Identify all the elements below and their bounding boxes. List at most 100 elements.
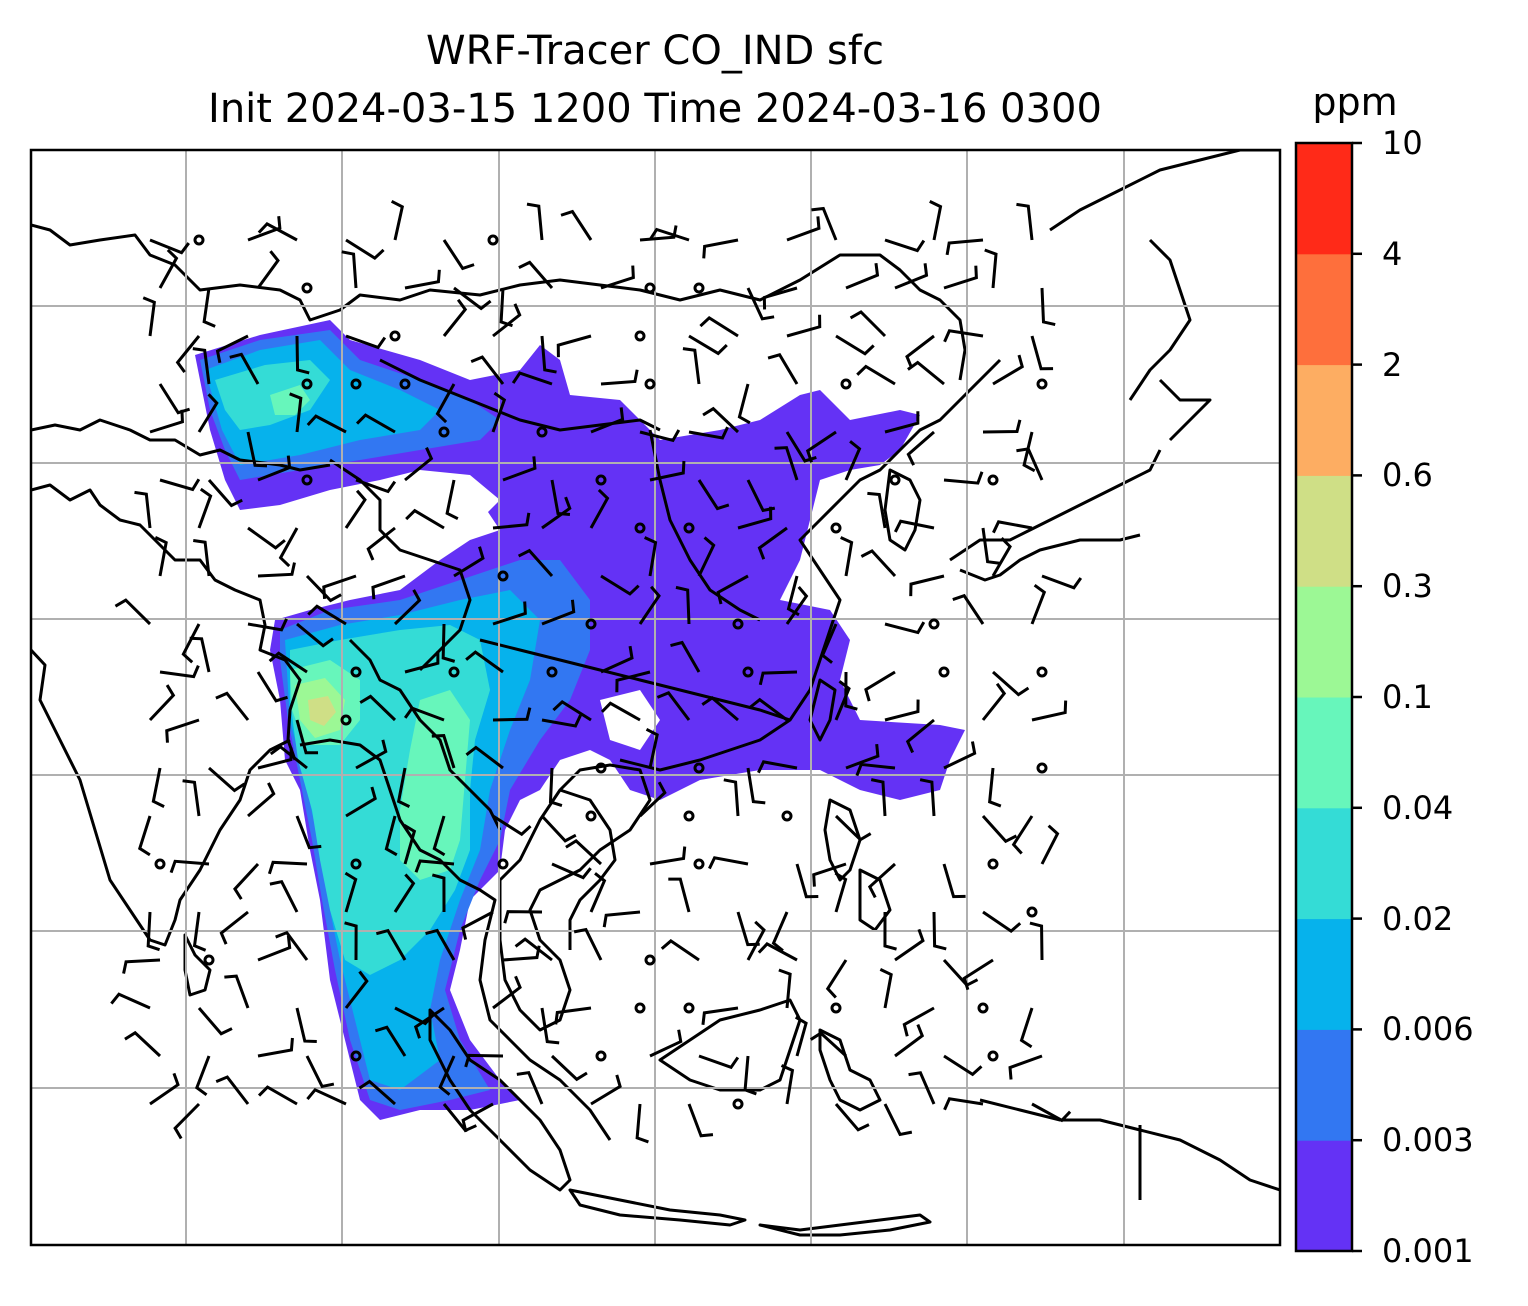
- wind-barb: [393, 589, 422, 626]
- calm-wind-marker: [350, 858, 362, 870]
- wind-barb: [600, 701, 641, 722]
- calm-wind-marker: [977, 1002, 989, 1014]
- wind-barb: [905, 718, 935, 754]
- calm-wind-marker: [1036, 378, 1048, 390]
- calm-wind-marker: [683, 1002, 695, 1014]
- colorbar-tick-label: 0.6: [1382, 456, 1433, 495]
- wind-barb: [809, 1031, 848, 1058]
- wind-barb: [883, 911, 897, 951]
- wind-barb: [589, 872, 607, 913]
- wind-barb: [306, 1087, 347, 1106]
- wind-barb: [849, 310, 887, 338]
- wind-barb: [355, 478, 397, 494]
- wind-barb: [359, 694, 397, 722]
- wind-barb: [982, 910, 1022, 933]
- calm-wind-marker: [546, 666, 558, 678]
- wind-barb: [1041, 574, 1083, 590]
- wind-barb: [269, 879, 299, 913]
- wind-barb: [393, 873, 416, 913]
- wind-barb: [470, 355, 505, 385]
- wind-barb: [257, 935, 292, 962]
- wind-barb: [192, 347, 211, 385]
- colorbar: [1296, 143, 1352, 1252]
- calm-wind-marker: [301, 282, 313, 294]
- wind-barb: [981, 527, 1000, 565]
- wind-barb: [615, 670, 651, 693]
- wind-barb: [573, 927, 603, 961]
- wind-barb: [431, 734, 456, 769]
- wind-barb: [247, 526, 286, 550]
- wind-barb: [736, 911, 760, 947]
- wind-barb: [682, 347, 701, 385]
- wind-barb: [820, 623, 838, 664]
- calm-wind-marker: [987, 474, 999, 486]
- wind-barb: [785, 431, 817, 463]
- wind-barb: [541, 599, 576, 626]
- wind-barb: [492, 707, 532, 722]
- wind-barb: [541, 714, 582, 728]
- wind-barb: [358, 1079, 396, 1106]
- wind-barb: [942, 863, 966, 899]
- calm-wind-marker: [732, 1098, 744, 1110]
- wind-barb: [159, 665, 200, 679]
- wind-barb: [645, 727, 659, 769]
- calm-wind-marker: [840, 378, 852, 390]
- wind-barb: [492, 512, 531, 530]
- wind-barb: [834, 680, 851, 721]
- calm-wind-marker: [350, 1050, 362, 1062]
- calm-wind-marker: [389, 330, 401, 342]
- wind-barb: [345, 334, 387, 350]
- wind-barb: [247, 216, 282, 242]
- wind-barb: [908, 1071, 936, 1105]
- wind-barb: [511, 371, 553, 386]
- wind-barb: [638, 781, 667, 818]
- wind-barb: [552, 700, 592, 722]
- wind-barb: [413, 1006, 445, 1039]
- calm-wind-marker: [732, 618, 744, 630]
- colorbar-tick-label: 0.04: [1382, 788, 1454, 827]
- wind-barb: [195, 1055, 211, 1097]
- colorbar-segment: [1296, 807, 1352, 920]
- wind-barb: [514, 937, 553, 962]
- calm-wind-marker: [350, 378, 362, 390]
- wind-barb: [110, 992, 151, 1010]
- wind-barb: [256, 671, 288, 703]
- calm-wind-marker: [497, 858, 509, 870]
- wind-barb: [461, 910, 494, 940]
- wind-barb: [554, 1006, 592, 1025]
- map-title-line1: WRF-Tracer CO_IND sfc: [426, 28, 884, 74]
- wind-barb: [894, 263, 929, 290]
- wind-barb: [256, 250, 280, 289]
- calm-wind-marker: [938, 666, 950, 678]
- wind-barb: [867, 491, 887, 529]
- calm-wind-marker: [830, 1002, 842, 1014]
- wind-barb: [295, 815, 322, 850]
- wind-barb: [257, 562, 296, 578]
- colorbar-tick-label: 10: [1382, 124, 1423, 162]
- wind-barb: [907, 360, 945, 386]
- wind-barb: [431, 873, 446, 913]
- wind-barb: [909, 574, 945, 597]
- wind-barb: [767, 353, 799, 385]
- wind-barb: [943, 1097, 984, 1111]
- wind-barb: [660, 939, 700, 962]
- wind-barb: [780, 1064, 795, 1105]
- wind-barb: [600, 265, 635, 290]
- wind-barb: [307, 604, 347, 626]
- wind-barb: [396, 767, 411, 808]
- wind-barb: [1030, 584, 1047, 625]
- wind-barb: [649, 846, 687, 866]
- wind-barb: [1016, 202, 1034, 241]
- wind-barb: [785, 585, 809, 625]
- wind-barb: [442, 239, 475, 271]
- wind-barb: [746, 287, 775, 321]
- wind-barb: [757, 526, 788, 560]
- wind-barb: [257, 222, 298, 242]
- wind-barb: [668, 877, 691, 913]
- colorbar-unit-label: ppm: [1312, 80, 1398, 124]
- wind-barb: [1008, 1054, 1043, 1080]
- wind-barb: [834, 1103, 870, 1132]
- wind-barb: [774, 446, 799, 481]
- colorbar-segment: [1296, 475, 1352, 587]
- colorbar-tick-label: 0.006: [1382, 1010, 1474, 1049]
